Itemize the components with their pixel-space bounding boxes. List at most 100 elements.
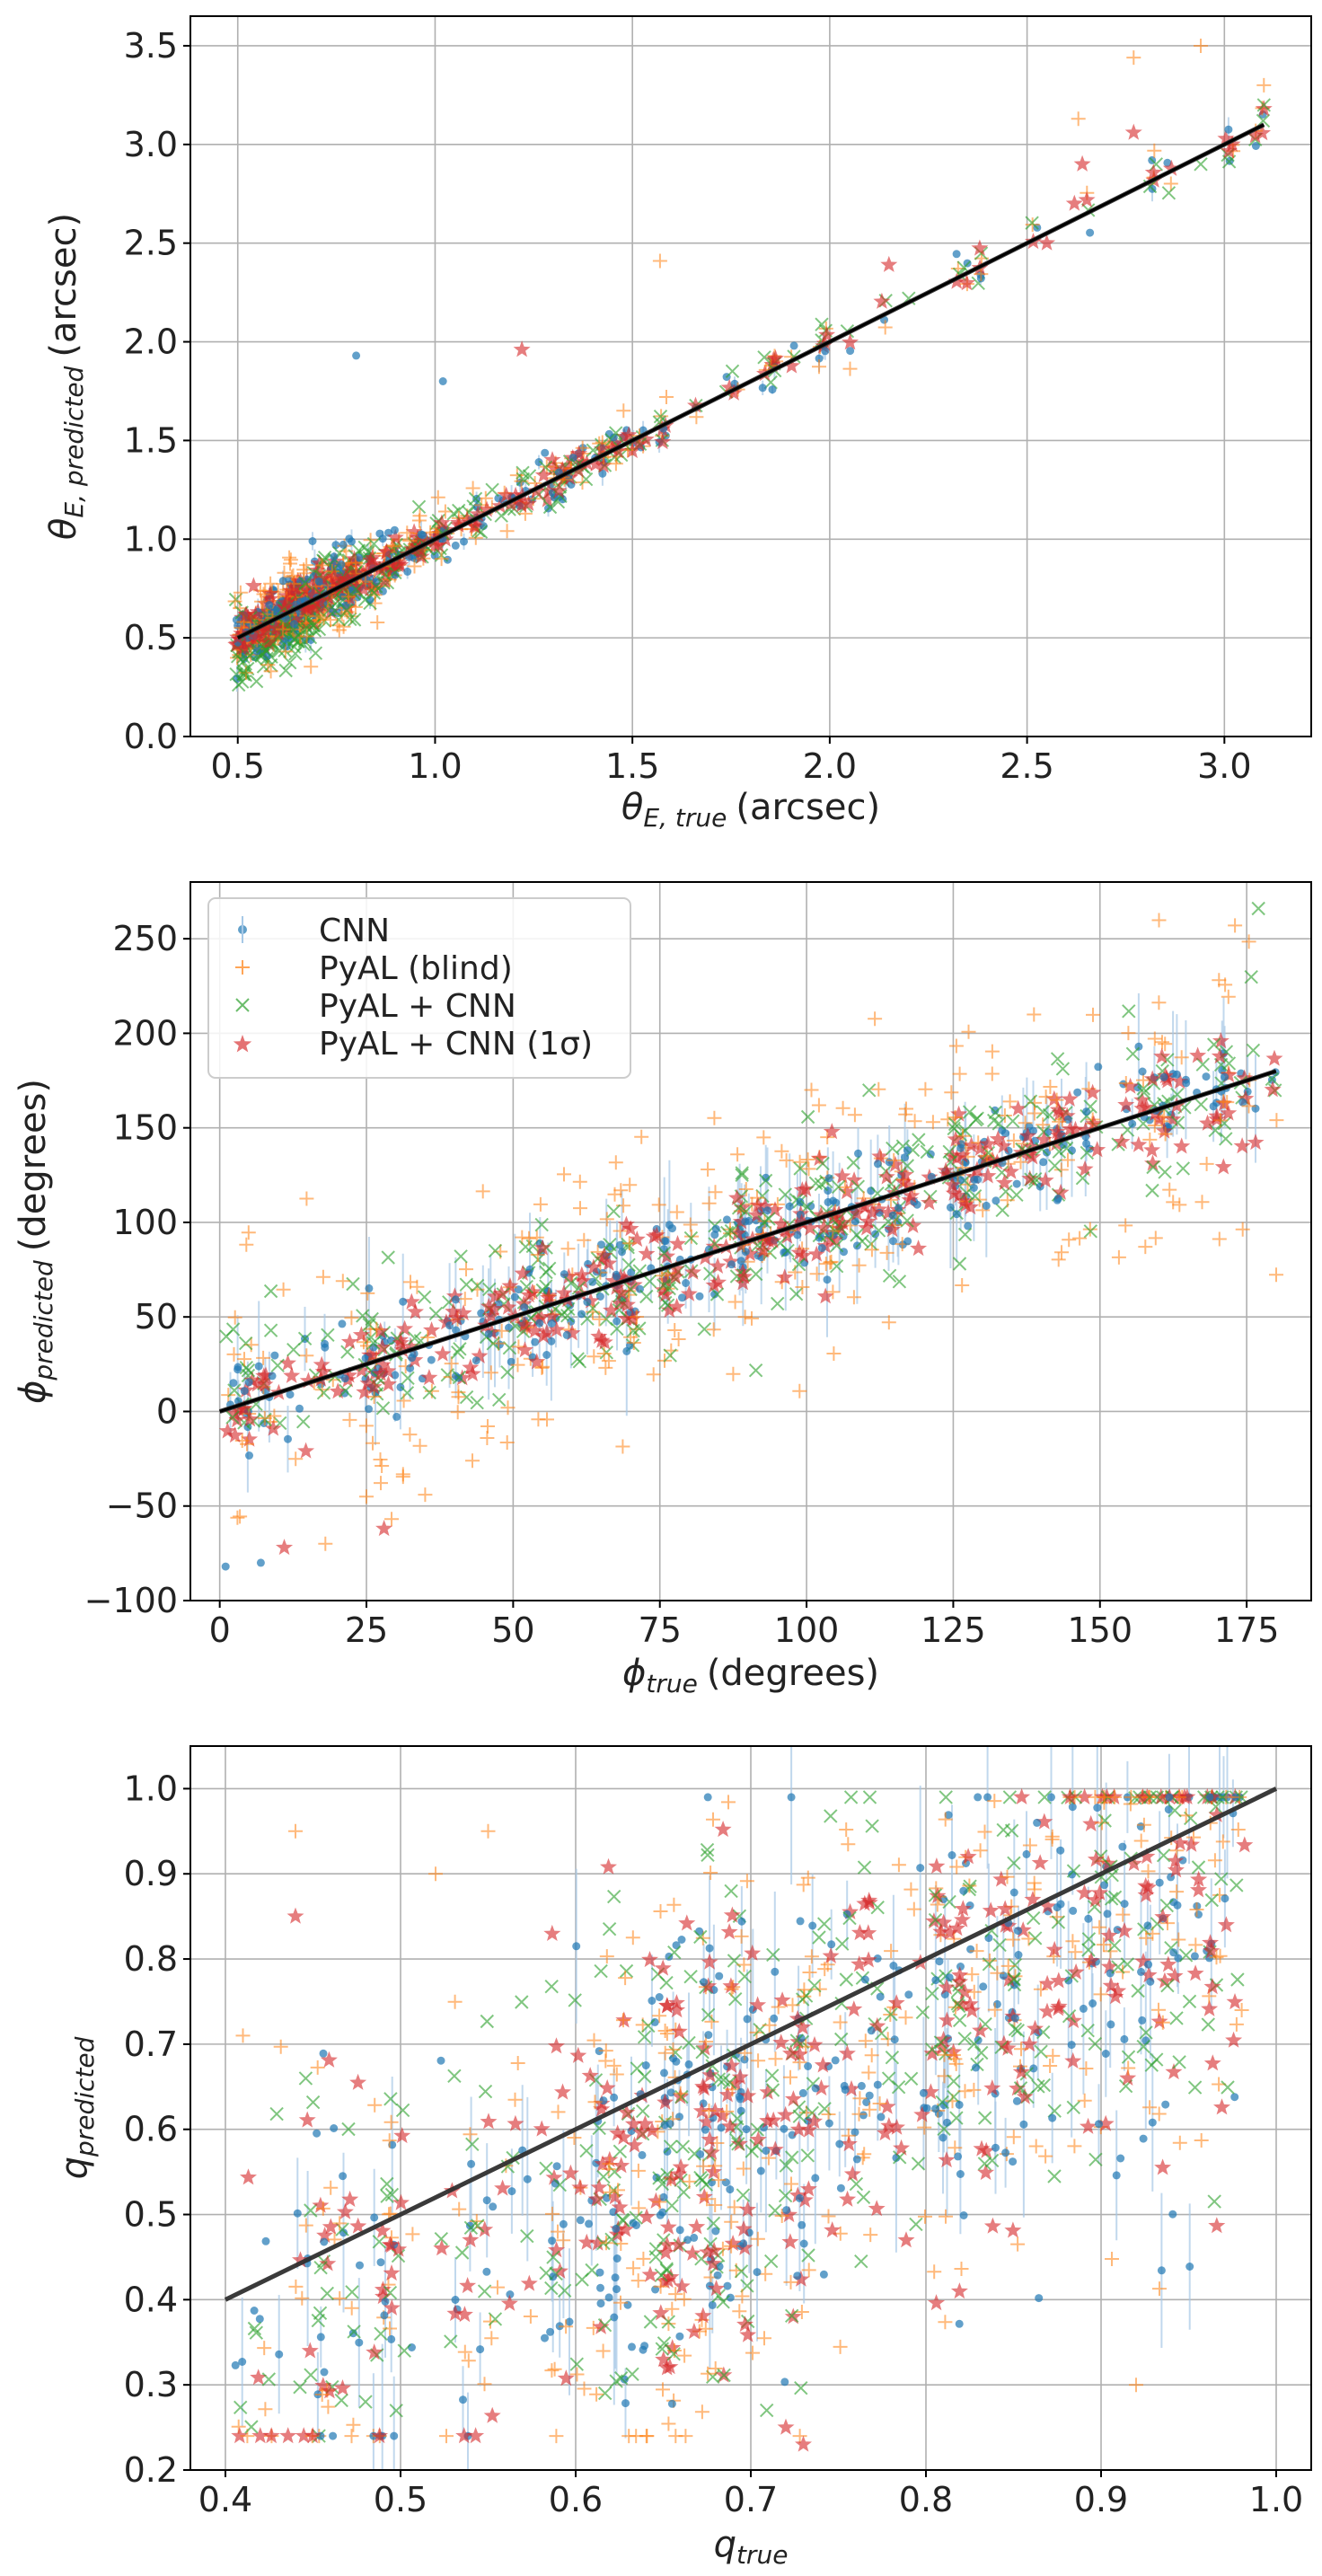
point-pyal-cnn-1sigma bbox=[1018, 1126, 1036, 1143]
point-pyal-cnn-1sigma bbox=[1208, 1805, 1226, 1822]
theta-e-xlabel: θE, true (arcsec) bbox=[621, 787, 880, 833]
point-pyal-cnn-1sigma bbox=[815, 1219, 833, 1236]
point-cnn bbox=[1230, 2093, 1239, 2102]
point-pyal-blind bbox=[973, 1843, 988, 1858]
point-pyal-blind bbox=[872, 2096, 887, 2111]
point-pyal-cnn-1sigma bbox=[789, 2009, 806, 2026]
point-pyal-blind bbox=[990, 1965, 1005, 1981]
point-pyal-cnn bbox=[839, 1972, 854, 1987]
point-pyal-cnn-1sigma bbox=[1152, 1787, 1170, 1804]
point-cnn bbox=[768, 385, 777, 394]
point-pyal-cnn-1sigma bbox=[1178, 1787, 1196, 1804]
point-pyal-blind bbox=[273, 2039, 288, 2054]
point-pyal-cnn bbox=[348, 582, 364, 596]
point-pyal-cnn-1sigma bbox=[636, 2114, 654, 2131]
point-cnn bbox=[952, 250, 961, 259]
point-pyal-cnn bbox=[911, 2157, 926, 2171]
point-pyal-cnn bbox=[770, 1296, 785, 1311]
point-cnn bbox=[788, 2130, 797, 2139]
point-pyal-cnn-1sigma bbox=[1143, 1141, 1161, 1158]
point-pyal-cnn-1sigma bbox=[516, 1316, 533, 1333]
point-pyal-blind bbox=[1163, 176, 1178, 191]
point-cnn bbox=[391, 1371, 400, 1380]
point-pyal-blind bbox=[606, 2058, 621, 2073]
point-pyal-cnn-1sigma bbox=[899, 1176, 917, 1193]
point-pyal-cnn-1sigma bbox=[483, 2406, 501, 2423]
point-pyal-cnn-1sigma bbox=[548, 2241, 566, 2258]
point-pyal-cnn-1sigma bbox=[884, 1221, 902, 1238]
point-pyal-blind bbox=[318, 1536, 333, 1551]
point-pyal-cnn bbox=[900, 1159, 915, 1173]
point-pyal-cnn bbox=[564, 1275, 578, 1291]
point-pyal-cnn-1sigma bbox=[782, 2044, 799, 2061]
point-pyal-cnn-1sigma bbox=[539, 490, 557, 507]
point-cnn bbox=[1088, 1999, 1097, 2007]
point-pyal-blind bbox=[560, 1241, 576, 1257]
point-cnn bbox=[711, 1224, 720, 1233]
point-pyal-cnn bbox=[603, 1237, 617, 1252]
point-pyal-blind bbox=[719, 2104, 735, 2119]
point-pyal-cnn bbox=[286, 1342, 301, 1357]
point-pyal-cnn bbox=[912, 1133, 926, 1147]
point-pyal-cnn-1sigma bbox=[1173, 1137, 1191, 1154]
point-pyal-cnn-1sigma bbox=[1027, 2019, 1044, 2036]
point-pyal-cnn-1sigma bbox=[295, 2427, 313, 2444]
point-pyal-cnn bbox=[366, 536, 382, 551]
point-pyal-cnn bbox=[347, 613, 362, 627]
point-pyal-cnn-1sigma bbox=[538, 1323, 556, 1340]
point-cnn bbox=[523, 2175, 532, 2183]
point-cnn bbox=[1202, 1072, 1211, 1081]
point-cnn bbox=[785, 1202, 794, 1211]
point-pyal-cnn bbox=[619, 1963, 634, 1979]
point-cnn bbox=[796, 1917, 805, 1926]
point-pyal-cnn-1sigma bbox=[480, 1297, 498, 1314]
point-cnn bbox=[459, 2395, 467, 2404]
point-cnn bbox=[865, 2091, 874, 2100]
point-pyal-blind bbox=[652, 2008, 667, 2024]
point-pyal-cnn-1sigma bbox=[842, 1902, 859, 1919]
point-cnn bbox=[922, 2104, 931, 2113]
point-pyal-cnn bbox=[992, 1937, 1007, 1953]
point-pyal-blind bbox=[841, 1837, 856, 1852]
point-cnn bbox=[700, 1978, 709, 1987]
point-pyal-cnn-1sigma bbox=[749, 1996, 767, 2013]
point-pyal-blind bbox=[1118, 1076, 1133, 1090]
point-pyal-blind bbox=[1077, 2093, 1092, 2108]
point-pyal-blind bbox=[657, 2024, 673, 2038]
point-pyal-cnn bbox=[1125, 1046, 1141, 1062]
point-pyal-cnn-1sigma bbox=[380, 1375, 397, 1392]
point-cnn bbox=[240, 1387, 249, 1396]
point-pyal-cnn-1sigma bbox=[1265, 1049, 1283, 1066]
point-pyal-cnn-1sigma bbox=[1139, 1878, 1157, 1895]
point-pyal-blind bbox=[851, 1257, 867, 1273]
point-pyal-blind bbox=[315, 1269, 330, 1284]
point-pyal-blind bbox=[444, 1356, 459, 1372]
point-pyal-blind bbox=[809, 1266, 824, 1282]
q-ticks: 0.4 0.5 0.6 0.7 0.8 0.9 1.00.20.30.40.50.60.70… bbox=[124, 1769, 1304, 2519]
point-pyal-blind bbox=[891, 1857, 906, 1873]
point-pyal-blind bbox=[796, 1877, 811, 1892]
point-pyal-cnn-1sigma bbox=[250, 2369, 268, 2386]
point-pyal-blind bbox=[1086, 1007, 1100, 1022]
point-pyal-blind bbox=[1147, 143, 1162, 158]
point-pyal-cnn bbox=[663, 1348, 677, 1363]
point-pyal-cnn bbox=[824, 1809, 838, 1823]
point-pyal-cnn-1sigma bbox=[1130, 1135, 1148, 1152]
point-pyal-cnn-1sigma bbox=[1138, 1848, 1156, 1865]
point-pyal-cnn bbox=[1047, 2169, 1062, 2183]
point-pyal-blind bbox=[1115, 1907, 1131, 1922]
point-pyal-blind bbox=[296, 566, 312, 581]
point-pyal-cnn bbox=[693, 1929, 708, 1945]
y-tick-label: 50 bbox=[135, 1297, 178, 1337]
point-pyal-blind bbox=[400, 525, 415, 541]
point-pyal-cnn-1sigma bbox=[777, 2418, 795, 2435]
point-pyal-cnn bbox=[626, 1323, 640, 1338]
point-pyal-blind bbox=[768, 2051, 783, 2067]
point-pyal-blind bbox=[703, 1866, 718, 1880]
point-pyal-cnn-1sigma bbox=[1085, 1115, 1103, 1132]
point-pyal-blind bbox=[332, 2290, 348, 2306]
point-cnn bbox=[1194, 1910, 1203, 1919]
point-pyal-cnn-1sigma bbox=[1189, 1046, 1207, 1063]
point-pyal-blind bbox=[651, 1197, 666, 1213]
point-pyal-cnn-1sigma bbox=[1061, 1090, 1079, 1107]
